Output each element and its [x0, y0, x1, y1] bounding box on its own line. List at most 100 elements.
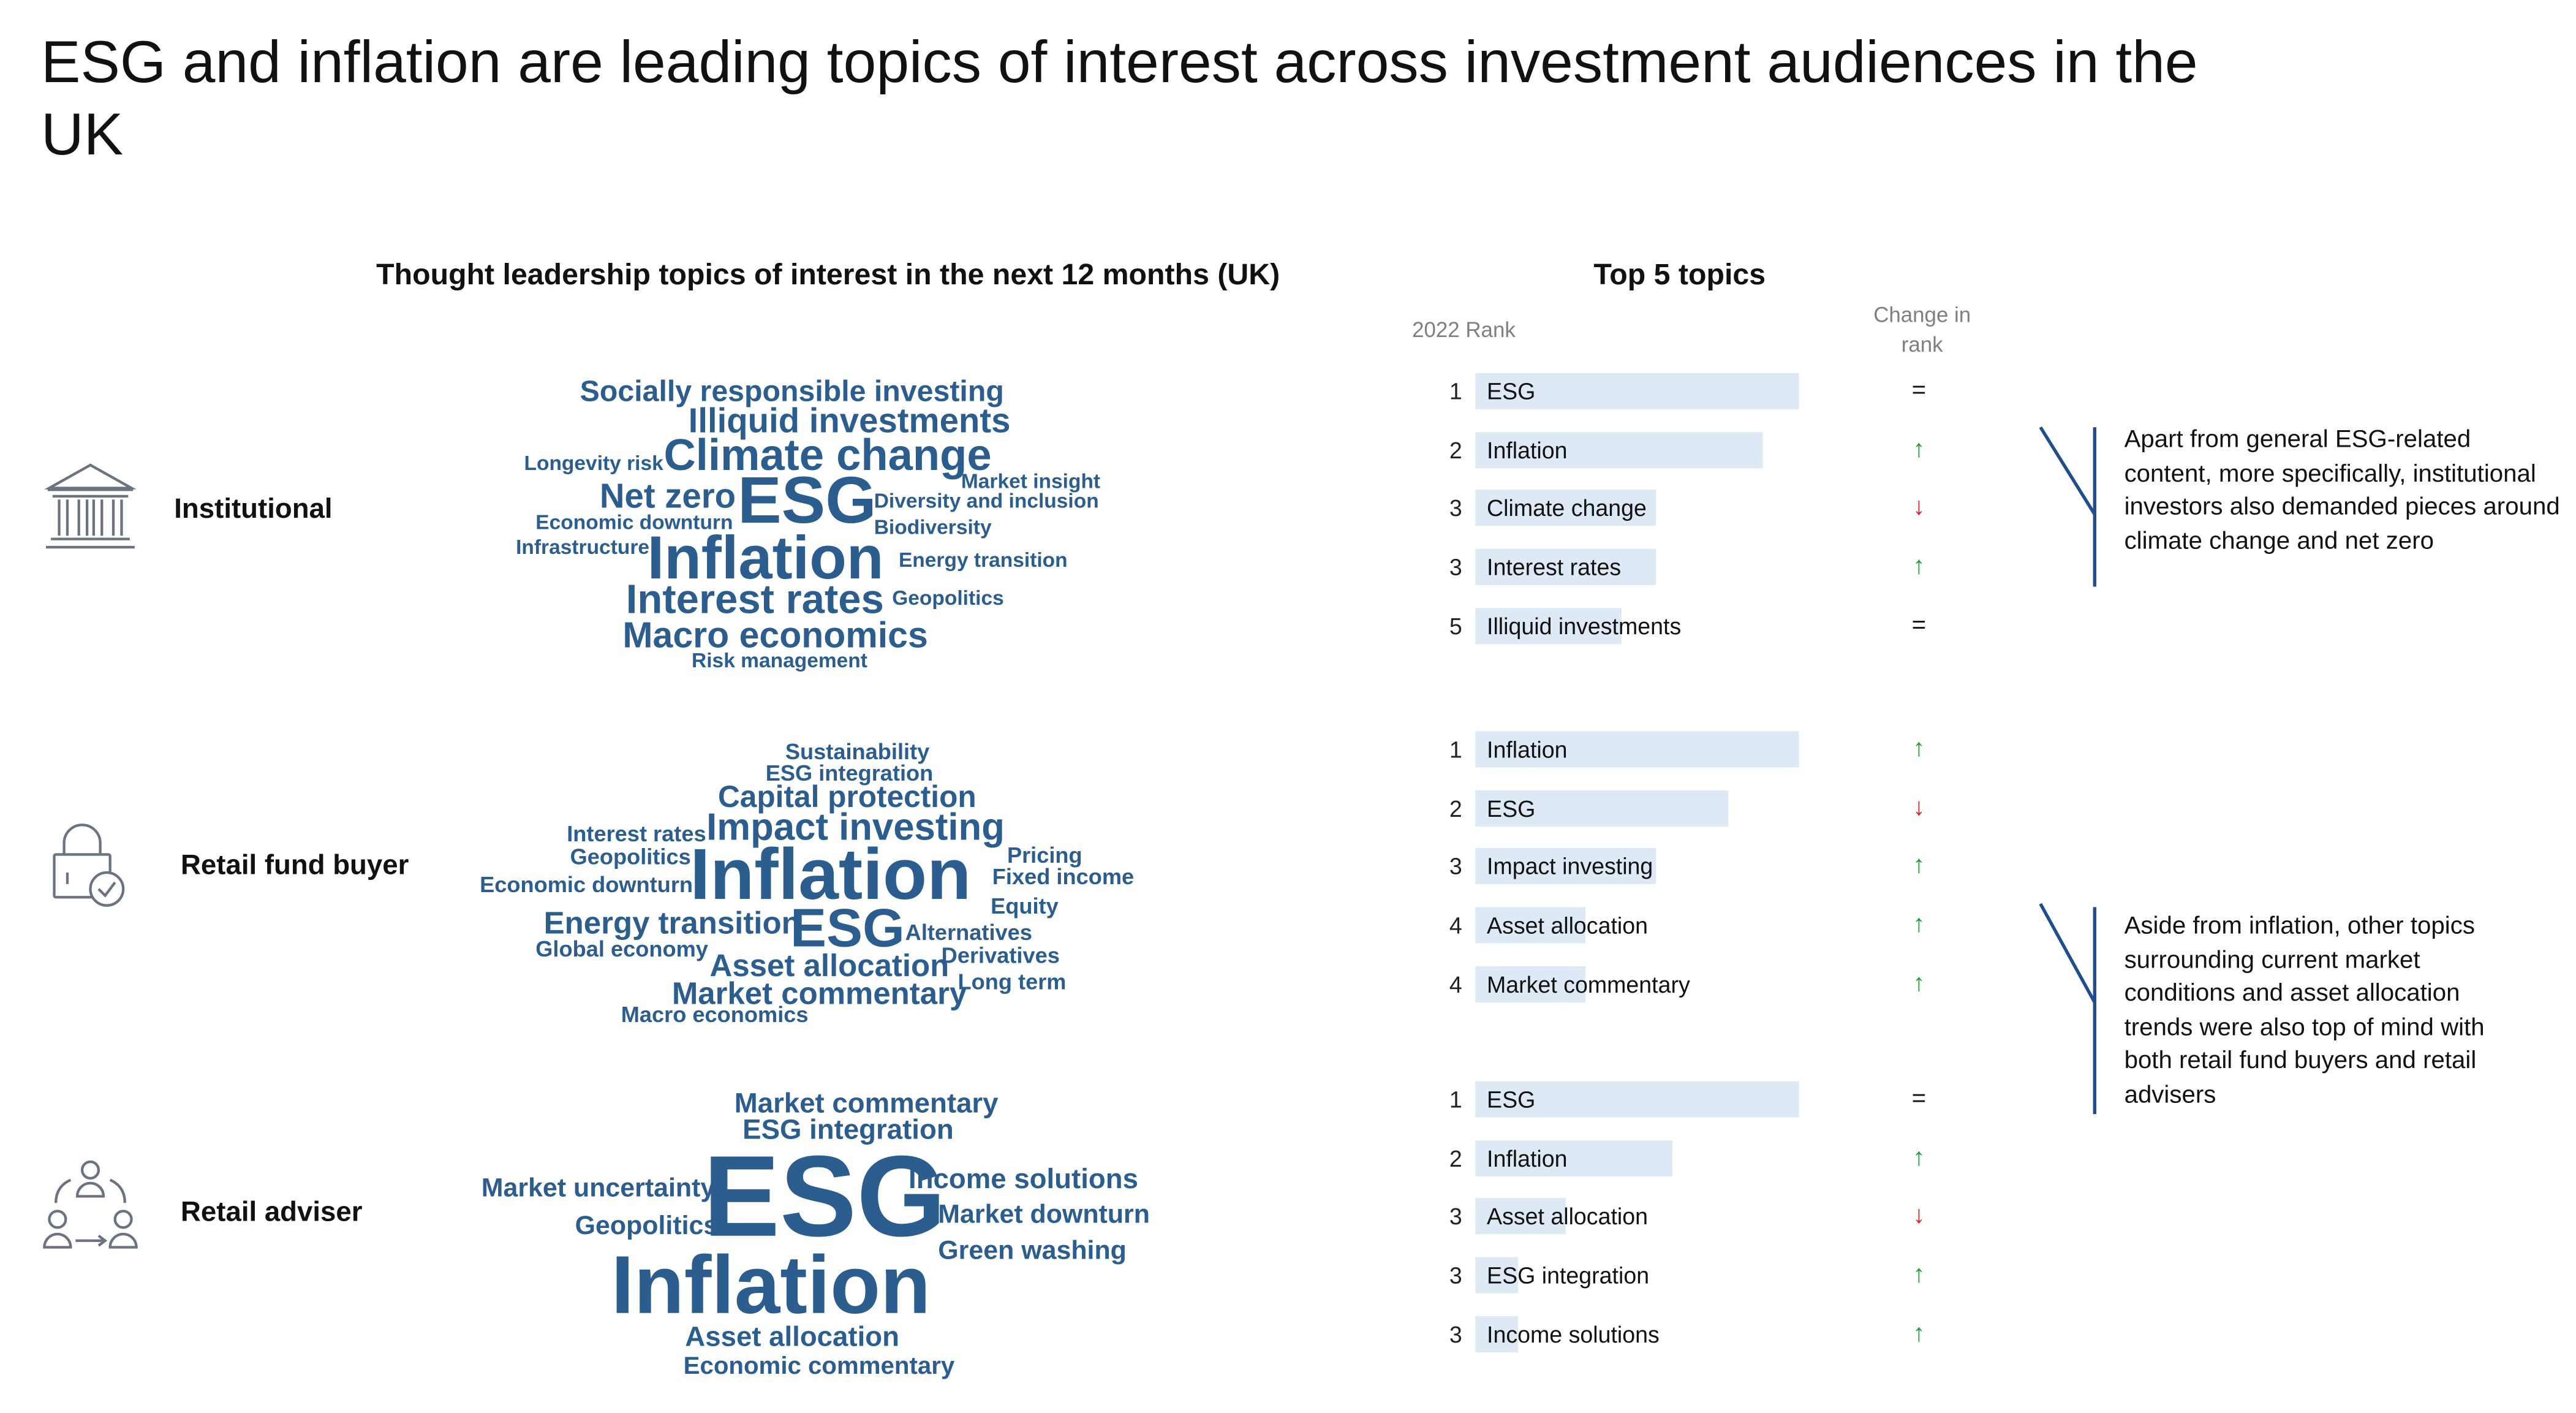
padlock-check-icon	[48, 822, 130, 919]
rank-value: 5	[1449, 612, 1462, 639]
topic-bar	[1475, 1140, 1673, 1176]
topic-bar	[1475, 1199, 1566, 1235]
cloud-word: Global economy	[535, 936, 708, 961]
topic-label: Inflation	[1487, 436, 1568, 463]
cloud-word: Risk management	[692, 649, 867, 672]
cloud-word: Diversity and inclusion	[874, 490, 1099, 513]
audience-label-institutional: Institutional	[174, 493, 333, 525]
audience-label-retail-adviser: Retail adviser	[180, 1196, 363, 1228]
note-institutional: Apart from general ESG-related content, …	[2124, 425, 2560, 555]
cloud-word: ESG integration	[765, 760, 934, 786]
cloud-word: Net zero	[599, 478, 736, 517]
rank-unchanged-icon: =	[1911, 1084, 1927, 1113]
topic-bar	[1475, 373, 1799, 409]
page-title: ESG and inflation are leading topics of …	[41, 28, 2198, 168]
rank-up-icon: ↑	[1913, 1143, 1925, 1172]
rank-down-icon: ↓	[1913, 493, 1925, 522]
cloud-word: Fixed income	[992, 864, 1135, 889]
topic-bar	[1475, 1316, 1518, 1352]
cloud-word: Impact investing	[706, 805, 1005, 848]
rank-up-icon: ↑	[1913, 1260, 1925, 1289]
topic-label: Climate change	[1487, 495, 1647, 522]
cloud-word: Socially responsible investing	[580, 374, 1004, 408]
rank-value: 2	[1449, 795, 1462, 822]
wordcloud-heading: Thought leadership topics of interest in…	[376, 258, 1280, 291]
cloud-word: Interest rates	[567, 821, 706, 847]
cloud-word: Asset allocation	[685, 1321, 899, 1353]
rank-value: 3	[1449, 1262, 1462, 1289]
topic-label: Inflation	[1487, 1145, 1568, 1172]
cloud-word: Energy transition	[543, 907, 801, 942]
cloud-word: Alternatives	[905, 920, 1032, 945]
cloud-word: Equity	[991, 893, 1059, 919]
cloud-word: Derivatives	[941, 943, 1060, 968]
cloud-word: Market commentary	[671, 977, 967, 1012]
rank-column-header: 2022 Rank	[1412, 317, 1516, 342]
top-topics-heading: Top 5 topics	[1593, 258, 1766, 291]
topic-label: ESG	[1487, 377, 1536, 404]
cloud-word: Income solutions	[908, 1163, 1138, 1195]
cloud-word: Green washing	[938, 1237, 1127, 1265]
topic-bar	[1475, 907, 1585, 944]
cloud-word: Geopolitics	[892, 586, 1004, 610]
cloud-word: Asset allocation	[709, 950, 950, 985]
cloud-word: Economic downturn	[480, 873, 693, 898]
note-retail: Aside from inflation, other topics surro…	[2124, 912, 2485, 1108]
topic-bar	[1475, 731, 1799, 768]
cloud-word: Market commentary	[734, 1088, 999, 1119]
topic-bar	[1475, 431, 1763, 468]
rank-value: 3	[1449, 495, 1462, 522]
topic-label: Income solutions	[1487, 1320, 1660, 1347]
cloud-word: Economic downturn	[535, 511, 733, 534]
rank-up-icon: ↑	[1913, 734, 1925, 763]
rank-value: 4	[1449, 971, 1462, 998]
topic-bar	[1475, 966, 1585, 1002]
note-brackets	[2039, 426, 2096, 1115]
rank-up-icon: ↑	[1913, 852, 1925, 880]
topic-label: Impact investing	[1487, 853, 1653, 880]
topic-label: Asset allocation	[1487, 912, 1649, 939]
cloud-word: ESG	[738, 464, 877, 537]
topic-bar	[1475, 790, 1729, 827]
cloud-word: Biodiversity	[874, 516, 992, 539]
topic-label: ESG	[1487, 795, 1536, 822]
cloud-word: Economic commentary	[683, 1352, 955, 1381]
cloud-word: Energy transition	[898, 548, 1068, 572]
cloud-word: Capital protection	[717, 779, 976, 814]
rank-up-icon: ↑	[1913, 969, 1925, 998]
cloud-word: Infrastructure	[516, 536, 650, 559]
cloud-word: Market downturn	[938, 1201, 1150, 1229]
cloud-word: Sustainability	[785, 739, 930, 765]
rank-up-icon: ↑	[1913, 1319, 1925, 1347]
rank-up-icon: ↑	[1913, 552, 1925, 580]
cloud-word: ESG	[790, 897, 905, 958]
cloud-word: Inflation	[611, 1239, 931, 1332]
rank-down-icon: ↓	[1913, 793, 1925, 822]
rank-unchanged-icon: =	[1911, 611, 1927, 639]
rank-value: 3	[1449, 1203, 1462, 1230]
cloud-word: Inflation	[690, 835, 972, 915]
rank-value: 3	[1449, 853, 1462, 880]
cloud-word: Market insight	[961, 469, 1101, 493]
cloud-word: Long term	[958, 969, 1067, 994]
topic-label: Inflation	[1487, 736, 1568, 763]
topic-label: Illiquid investments	[1487, 612, 1682, 639]
topic-label: Market commentary	[1487, 971, 1690, 998]
topic-bar	[1475, 548, 1656, 585]
cloud-word: Pricing	[1007, 843, 1082, 868]
change-column-header: Change in rank	[1873, 302, 1971, 357]
cloud-word: Geopolitics	[575, 1213, 719, 1241]
rank-value: 1	[1449, 377, 1462, 404]
rank-value: 4	[1449, 912, 1462, 939]
cloud-word: Longevity risk	[524, 452, 663, 475]
topic-label: ESG integration	[1487, 1262, 1650, 1289]
topic-bar	[1475, 607, 1622, 644]
cloud-word: Market uncertainty	[481, 1175, 716, 1203]
audience-label-retail-fund-buyer: Retail fund buyer	[180, 849, 409, 881]
cloud-word: Macro economics	[622, 614, 928, 656]
cloud-word: ESG	[703, 1132, 946, 1260]
cloud-word: Illiquid investments	[688, 403, 1011, 441]
topic-bar	[1475, 1081, 1799, 1118]
bank-building-icon	[43, 462, 138, 563]
cloud-word: Macro economics	[621, 1002, 809, 1028]
